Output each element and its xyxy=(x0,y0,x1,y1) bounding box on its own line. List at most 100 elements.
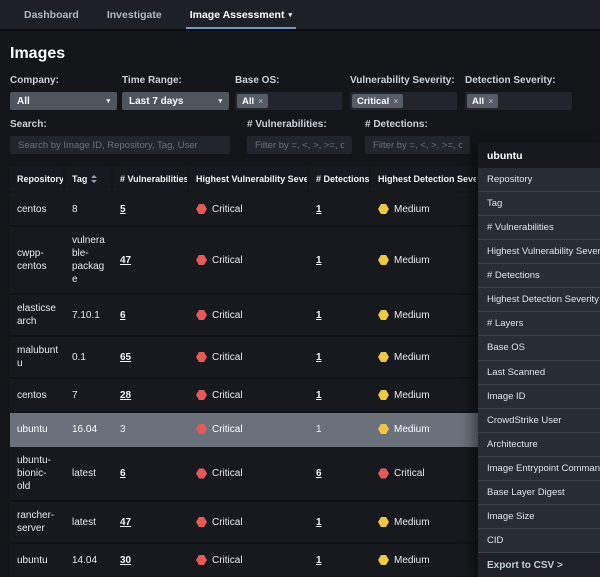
table-row[interactable]: ubuntu 14.04 30 Critical 1 Medium xyxy=(10,544,478,577)
time-range-dropdown[interactable]: Last 7 days ▾ xyxy=(122,92,229,110)
remove-chip-icon[interactable]: × xyxy=(258,96,264,106)
det-severity-icon xyxy=(378,309,389,321)
table-row[interactable]: centos 8 5 Critical 1 Medium xyxy=(10,193,478,227)
det-severity-label: Medium xyxy=(394,423,430,435)
cell-detections-link[interactable]: 1 xyxy=(316,203,322,215)
filter-label: # Detections: xyxy=(365,119,428,130)
filter-search: Search: xyxy=(10,119,230,154)
cell-repository: ubuntu xyxy=(17,423,48,435)
cell-vulnerabilities-link[interactable]: 3 xyxy=(120,423,126,435)
column-header-label: # Detections xyxy=(316,173,369,184)
cell-vulnerabilities-link[interactable]: 5 xyxy=(120,203,126,215)
det-severity-icon xyxy=(378,203,389,215)
column-header-label: Highest Vulnerability Severity xyxy=(196,173,307,184)
context-menu-export-csv[interactable]: Export to CSV > xyxy=(478,553,600,577)
column-header-label: Highest Detection Severity xyxy=(378,173,476,184)
cell-vulnerabilities-link[interactable]: 30 xyxy=(120,554,132,566)
cell-repository: centos xyxy=(17,203,47,215)
cell-vulnerabilities-link[interactable]: 65 xyxy=(120,351,132,363)
cell-vulnerabilities-link[interactable]: 47 xyxy=(120,516,132,528)
vuln-severity-icon xyxy=(196,468,207,479)
cell-detections-link[interactable]: 1 xyxy=(316,516,322,528)
column-header[interactable]: Repository xyxy=(10,166,63,191)
detection-severity-input[interactable]: All × xyxy=(465,92,572,110)
context-menu-item[interactable]: Tag xyxy=(478,192,600,217)
column-header[interactable]: # Vulnerabilities xyxy=(113,166,187,191)
cell-tag: 16.04 xyxy=(72,423,98,435)
column-header[interactable]: Tag xyxy=(65,166,111,191)
cell-tag: latest xyxy=(72,468,96,479)
filter-company: Company: All ▾ xyxy=(10,75,117,110)
num-detections-input[interactable] xyxy=(365,136,470,154)
context-menu-item[interactable]: Base Layer Digest xyxy=(478,481,600,505)
table-row[interactable]: centos 7 28 Critical 1 Medium xyxy=(10,379,478,413)
context-menu-item[interactable]: Repository xyxy=(478,168,600,193)
cell-vulnerabilities-link[interactable]: 6 xyxy=(120,468,126,479)
remove-chip-icon[interactable]: × xyxy=(488,96,494,106)
cell-detections-link[interactable]: 1 xyxy=(316,423,322,435)
nav-tab-investigate[interactable]: Investigate xyxy=(93,0,176,29)
cell-detections-link[interactable]: 1 xyxy=(316,389,322,401)
vuln-severity-label: Critical xyxy=(212,468,243,479)
vuln-severity-icon xyxy=(196,389,207,401)
vuln-severity-label: Critical xyxy=(212,423,243,435)
context-menu-item[interactable]: Image Size xyxy=(478,505,600,529)
cell-tag: vulnerable-package xyxy=(72,235,105,285)
table-row[interactable]: ubuntu 16.04 3 Critical 1 Medium xyxy=(10,413,478,447)
cell-detections-link[interactable]: 1 xyxy=(316,309,322,321)
chip-label: Critical xyxy=(357,95,390,107)
column-header-label: Repository xyxy=(17,173,63,184)
cell-vulnerabilities-link[interactable]: 6 xyxy=(120,309,126,321)
nav-tab-label: Image Assessment xyxy=(189,8,285,21)
cell-repository: ubuntu-bionic-old xyxy=(17,455,51,492)
context-menu-item[interactable]: Architecture xyxy=(478,433,600,457)
base-os-input[interactable]: All × xyxy=(235,92,342,110)
num-vulnerabilities-input[interactable] xyxy=(247,136,352,154)
table-row[interactable]: elasticsearch 7.10.1 6 Critical 1 Medium xyxy=(10,295,478,337)
context-menu-item[interactable]: CrowdStrike User xyxy=(478,409,600,433)
context-menu-item[interactable]: Highest Detection Severity xyxy=(478,288,600,313)
table-row[interactable]: cwpp-centos vulnerable-package 47 Critic… xyxy=(10,227,478,295)
nav-tab-image-assessment[interactable]: Image Assessment ▾ xyxy=(176,0,306,29)
det-severity-label: Medium xyxy=(394,389,430,401)
vulnerability-severity-chip: Critical × xyxy=(352,94,404,108)
table-row[interactable]: ubuntu-bionic-old latest 6 Critical 6 Cr… xyxy=(10,447,478,502)
cell-detections-link[interactable]: 1 xyxy=(316,351,322,363)
cell-tag: 7 xyxy=(72,389,78,401)
column-header[interactable]: Highest Detection Severity xyxy=(371,166,476,191)
vuln-severity-label: Critical xyxy=(212,389,243,401)
cell-vulnerabilities-link[interactable]: 28 xyxy=(120,389,132,401)
context-menu-item[interactable]: # Layers xyxy=(478,312,600,337)
column-header[interactable]: Highest Vulnerability Severity xyxy=(189,166,307,191)
cell-detections-link[interactable]: 6 xyxy=(316,468,322,479)
context-menu-item[interactable]: # Detections xyxy=(478,264,600,289)
cell-detections-link[interactable]: 1 xyxy=(316,254,322,266)
context-menu-item[interactable]: CID xyxy=(478,529,600,553)
context-menu-item[interactable]: Image Entrypoint Command xyxy=(478,457,600,481)
remove-chip-icon[interactable]: × xyxy=(393,96,399,106)
vulnerability-severity-input[interactable]: Critical × xyxy=(350,92,457,110)
table-row[interactable]: rancher-server latest 47 Critical 1 Medi… xyxy=(10,502,478,544)
context-menu-item[interactable]: Image ID xyxy=(478,385,600,409)
filter-label: Vulnerability Severity: xyxy=(350,75,455,86)
chevron-down-icon: ▾ xyxy=(106,98,110,105)
filter-label: Company: xyxy=(10,75,59,86)
search-input[interactable] xyxy=(10,136,230,154)
filter-label: Time Range: xyxy=(122,75,182,86)
cell-vulnerabilities-link[interactable]: 47 xyxy=(120,254,132,266)
filter-row-1: Company: All ▾ Time Range: Last 7 days ▾… xyxy=(10,75,600,110)
cell-detections-link[interactable]: 1 xyxy=(316,554,322,566)
context-menu-item[interactable]: Highest Vulnerability Severity xyxy=(478,240,600,265)
company-dropdown[interactable]: All ▾ xyxy=(10,92,117,110)
nav-tab-dashboard[interactable]: Dashboard xyxy=(10,0,93,29)
det-severity-label: Medium xyxy=(394,554,430,566)
detection-severity-chip: All × xyxy=(467,94,499,108)
context-menu-item[interactable]: Base OS xyxy=(478,336,600,361)
table-row[interactable]: malubuntu 0.1 65 Critical 1 Medium xyxy=(10,337,478,379)
chevron-down-icon: ▾ xyxy=(218,98,222,105)
column-header[interactable]: # Detections xyxy=(309,166,369,191)
filter-label: # Vulnerabilities: xyxy=(247,119,327,130)
det-severity-label: Medium xyxy=(394,203,430,215)
context-menu-item[interactable]: # Vulnerabilities xyxy=(478,216,600,241)
context-menu-item[interactable]: Last Scanned xyxy=(478,361,600,385)
